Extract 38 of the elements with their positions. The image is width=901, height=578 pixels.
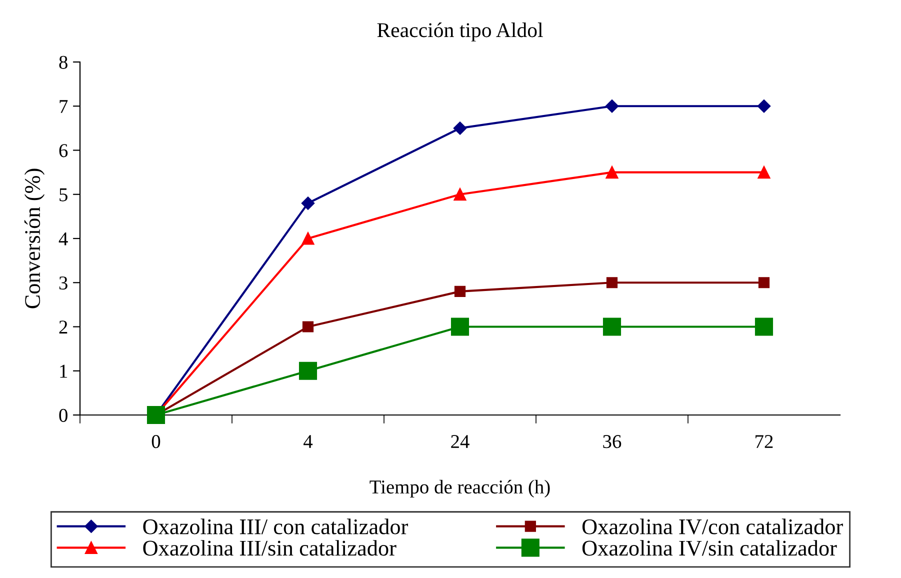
point bbox=[298, 362, 318, 380]
point bbox=[302, 232, 314, 245]
point bbox=[301, 196, 315, 210]
y-tick-label: 3 bbox=[59, 276, 68, 290]
x-tick-label: 0 bbox=[152, 435, 160, 448]
point bbox=[450, 318, 470, 336]
point bbox=[754, 318, 774, 336]
x-axis-title: Tiempo de reacción (h) bbox=[370, 480, 550, 498]
y-tick-label: 2 bbox=[59, 320, 68, 334]
point bbox=[758, 277, 770, 288]
point bbox=[606, 166, 618, 179]
y-tick-label: 5 bbox=[60, 188, 68, 202]
legend-label: Oxazolina IV/sin catalizador bbox=[582, 540, 837, 556]
legend-label: Oxazolina III/ con catalizador bbox=[143, 518, 408, 534]
y-tick-label: 4 bbox=[58, 232, 68, 246]
point bbox=[758, 166, 770, 179]
y-tick-label: 0 bbox=[59, 408, 68, 422]
point bbox=[146, 406, 166, 424]
y-tick-label: 7 bbox=[60, 100, 68, 113]
point bbox=[602, 318, 622, 336]
x-tick-label: 72 bbox=[756, 435, 773, 448]
y-tick-label: 1 bbox=[60, 364, 68, 378]
x-tick-label: 24 bbox=[451, 435, 470, 448]
legend-label: Oxazolina III/sin catalizador bbox=[143, 540, 396, 556]
point bbox=[757, 100, 771, 113]
chart-title: Reacción tipo Aldol bbox=[377, 22, 543, 42]
legend-label: Oxazolina IV/con catalizador bbox=[582, 518, 843, 534]
y-tick-label: 6 bbox=[59, 144, 68, 158]
point bbox=[606, 277, 618, 288]
point bbox=[605, 100, 619, 113]
point bbox=[454, 188, 466, 201]
point bbox=[453, 122, 467, 135]
y-tick-label: 8 bbox=[59, 56, 68, 69]
point bbox=[302, 321, 314, 332]
point bbox=[454, 286, 466, 298]
y-axis-title: Conversión (%) bbox=[24, 168, 45, 308]
x-tick-label: 4 bbox=[304, 435, 313, 448]
x-tick-label: 36 bbox=[603, 435, 622, 448]
